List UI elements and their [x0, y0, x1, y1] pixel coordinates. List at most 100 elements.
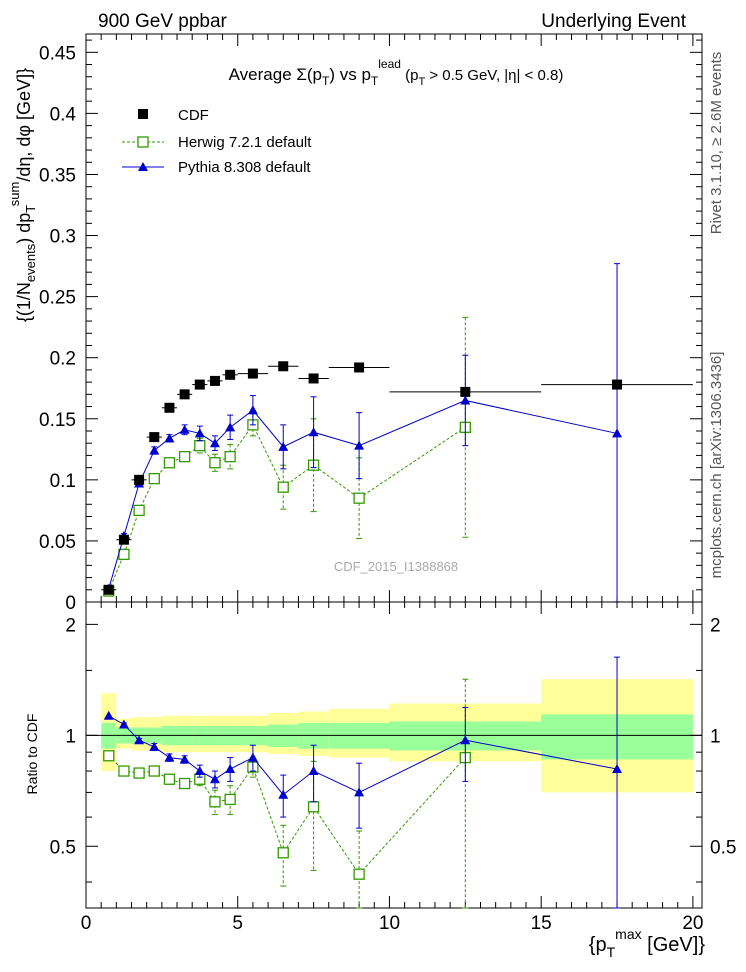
main-pythia-point — [164, 433, 175, 443]
main-pythia-point — [209, 438, 220, 448]
main-data-layer — [101, 263, 693, 603]
legend-label-cdf: CDF — [178, 107, 209, 124]
ratio-pythia-point — [149, 741, 160, 751]
main-pythia-point — [354, 440, 365, 450]
ratio-ylabel: Ratio to CDF — [24, 714, 40, 795]
main-ytick-label: 0 — [65, 593, 76, 614]
legend-label-pythia: Pythia 8.308 default — [178, 159, 311, 176]
main-pythia-point — [278, 441, 289, 451]
main-herwig-point — [148, 472, 160, 485]
main-pythia-point — [460, 395, 471, 405]
ratio-pythia-point — [103, 710, 114, 720]
ratio-ytick-label-left: 1 — [65, 726, 76, 747]
main-herwig-point — [353, 492, 365, 504]
main-cdf-point — [308, 373, 319, 384]
ratio-pythia-point — [460, 735, 471, 745]
main-ytick-label: 0.2 — [50, 349, 76, 370]
ratio-herwig-point — [133, 767, 145, 779]
ratio-pythia-point — [247, 752, 258, 762]
ratio-herwig-point — [277, 847, 289, 859]
ratio-herwig-point — [178, 777, 191, 790]
header-right: Underlying Event — [541, 11, 686, 32]
main-cdf-point — [118, 534, 129, 545]
legend: CDF Herwig 7.2.1 default Pythia 8.308 de… — [122, 107, 312, 176]
main-ytick-label: 0.05 — [39, 532, 76, 553]
ratio-herwig-point — [224, 793, 236, 806]
ratio-pythia-point — [194, 766, 205, 776]
main-ytick-label: 0.1 — [50, 471, 76, 492]
ratio-ytick-label-left: 2 — [65, 615, 76, 636]
main-pythia-point — [179, 424, 190, 434]
ratio-pythia-point — [209, 774, 220, 784]
legend-marker-herwig — [137, 136, 149, 148]
ratio-data-layer — [103, 656, 623, 909]
ratio-pythia-point — [612, 764, 623, 774]
main-ytick-label: 0.3 — [50, 227, 76, 248]
main-herwig-point — [133, 504, 145, 517]
main-ytick-label: 0.45 — [39, 43, 76, 64]
x-tick-label: 10 — [379, 913, 400, 934]
ratio-ytick-label-right: 1 — [710, 726, 721, 747]
main-cdf-point — [612, 379, 623, 390]
ratio-herwig-point — [209, 796, 221, 808]
ratio-axis-ticks — [85, 602, 702, 908]
main-herwig-point — [194, 439, 206, 452]
x-tick-label: 0 — [81, 913, 92, 934]
main-cdf-point — [179, 389, 190, 400]
main-pythia-point — [194, 428, 205, 438]
ratio-pythia-point — [354, 787, 365, 797]
ratio-y-tick-labels: 0.5 0.5 1 1 2 2 — [50, 615, 737, 858]
main-cdf-point — [278, 361, 289, 372]
main-herwig-point — [163, 457, 176, 469]
ratio-pythia-point — [179, 754, 190, 764]
main-cdf-point — [247, 368, 258, 379]
ratio-pythia-point — [118, 719, 129, 729]
ratio-herwig-point — [103, 750, 115, 762]
ratio-ytick-label-right: 2 — [710, 615, 721, 636]
ratio-herwig-point — [163, 773, 176, 785]
main-cdf-point — [134, 474, 145, 485]
main-pythia-point — [225, 422, 236, 432]
legend-entry-herwig: Herwig 7.2.1 default — [122, 134, 312, 151]
main-ytick-label: 0.15 — [39, 410, 76, 431]
ratio-stat-band — [298, 723, 329, 749]
legend-entry-pythia: Pythia 8.308 default — [122, 159, 311, 176]
watermark: CDF_2015_I1388868 — [334, 559, 458, 574]
main-cdf-point — [103, 584, 114, 595]
mcplots-label: mcplots.cern.ch [arXiv:1306.3436] — [708, 352, 725, 579]
main-pythia-point — [308, 427, 319, 437]
x-tick-label: 5 — [232, 913, 243, 934]
main-herwig-point — [224, 450, 236, 463]
legend-entry-cdf: CDF — [138, 107, 209, 124]
ratio-pythia-point — [134, 735, 145, 745]
ratio-herwig-point — [148, 765, 160, 777]
x-tick-labels: 0 5 10 15 20 — [81, 913, 704, 934]
main-herwig-point — [277, 481, 289, 493]
ratio-stat-band — [101, 723, 117, 749]
main-ytick-label: 0.25 — [39, 288, 76, 309]
ratio-ytick-label-left: 0.5 — [50, 837, 76, 858]
main-cdf-point — [460, 386, 471, 397]
ratio-pythia-point — [225, 764, 236, 774]
ratio-herwig-point — [118, 765, 130, 777]
main-ytick-label: 0.4 — [50, 104, 77, 125]
ratio-herwig-point — [353, 868, 365, 880]
x-tick-label: 15 — [531, 913, 552, 934]
ratio-herwig-point — [307, 801, 320, 813]
main-cdf-point — [164, 402, 175, 413]
rivet-label: Rivet 3.1.10, ≥ 2.6M events — [708, 52, 725, 235]
ratio-pythia-point — [164, 752, 175, 762]
ratio-ytick-label-right: 0.5 — [710, 837, 736, 858]
legend-label-herwig: Herwig 7.2.1 default — [178, 134, 312, 151]
main-axis-ticks — [85, 34, 702, 603]
ratio-pythia-point — [278, 789, 289, 799]
main-cdf-point — [209, 375, 220, 386]
main-pythia-point — [247, 405, 258, 415]
legend-marker-pythia — [138, 162, 148, 171]
ratio-frame — [85, 601, 703, 909]
x-tick-label: 20 — [682, 913, 703, 934]
main-herwig-point — [209, 457, 221, 469]
ratio-panel: 0.5 0.51 12 2 0 5 10 15 20 Ratio to CDF {pTmax … — [24, 601, 737, 960]
main-ytick-label: 0.35 — [39, 165, 76, 186]
